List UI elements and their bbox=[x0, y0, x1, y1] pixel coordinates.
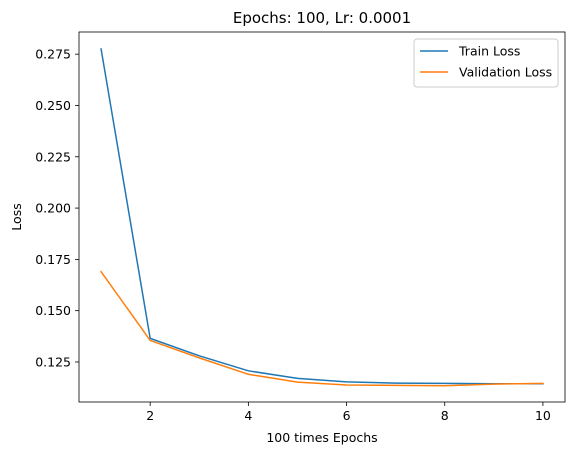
legend-label: Validation Loss bbox=[459, 65, 552, 80]
series-line-train-loss bbox=[100, 48, 544, 385]
x-tick-label: 10 bbox=[535, 408, 551, 423]
legend-box bbox=[413, 38, 559, 88]
y-tick-label: 0.175 bbox=[35, 252, 71, 267]
y-tick-label: 0.125 bbox=[35, 354, 71, 369]
y-axis: 0.125 0.150 0.175 0.200 0.225 0.250 0.275 bbox=[35, 47, 79, 369]
y-tick-label: 0.200 bbox=[35, 201, 71, 216]
x-axis-title: 100 times Epochs bbox=[266, 430, 377, 445]
plot-area bbox=[78, 31, 566, 403]
y-tick-label: 0.225 bbox=[35, 149, 71, 164]
y-tick-label: 0.150 bbox=[35, 303, 71, 318]
x-tick-label: 6 bbox=[343, 408, 351, 423]
x-tick-label: 8 bbox=[441, 408, 449, 423]
x-axis: 2 4 6 8 10 bbox=[146, 402, 551, 423]
y-tick-label: 0.250 bbox=[35, 98, 71, 113]
x-tick-label: 2 bbox=[146, 408, 154, 423]
x-tick-label: 4 bbox=[244, 408, 252, 423]
legend-label: Train Loss bbox=[458, 44, 520, 59]
y-axis-title: Loss bbox=[9, 203, 24, 230]
legend: Train Loss Validation Loss bbox=[413, 38, 559, 88]
series-line-validation-loss bbox=[100, 270, 544, 387]
y-tick-label: 0.275 bbox=[35, 47, 71, 62]
chart-title: Epochs: 100, Lr: 0.0001 bbox=[233, 9, 411, 27]
plot-frame bbox=[78, 31, 566, 403]
